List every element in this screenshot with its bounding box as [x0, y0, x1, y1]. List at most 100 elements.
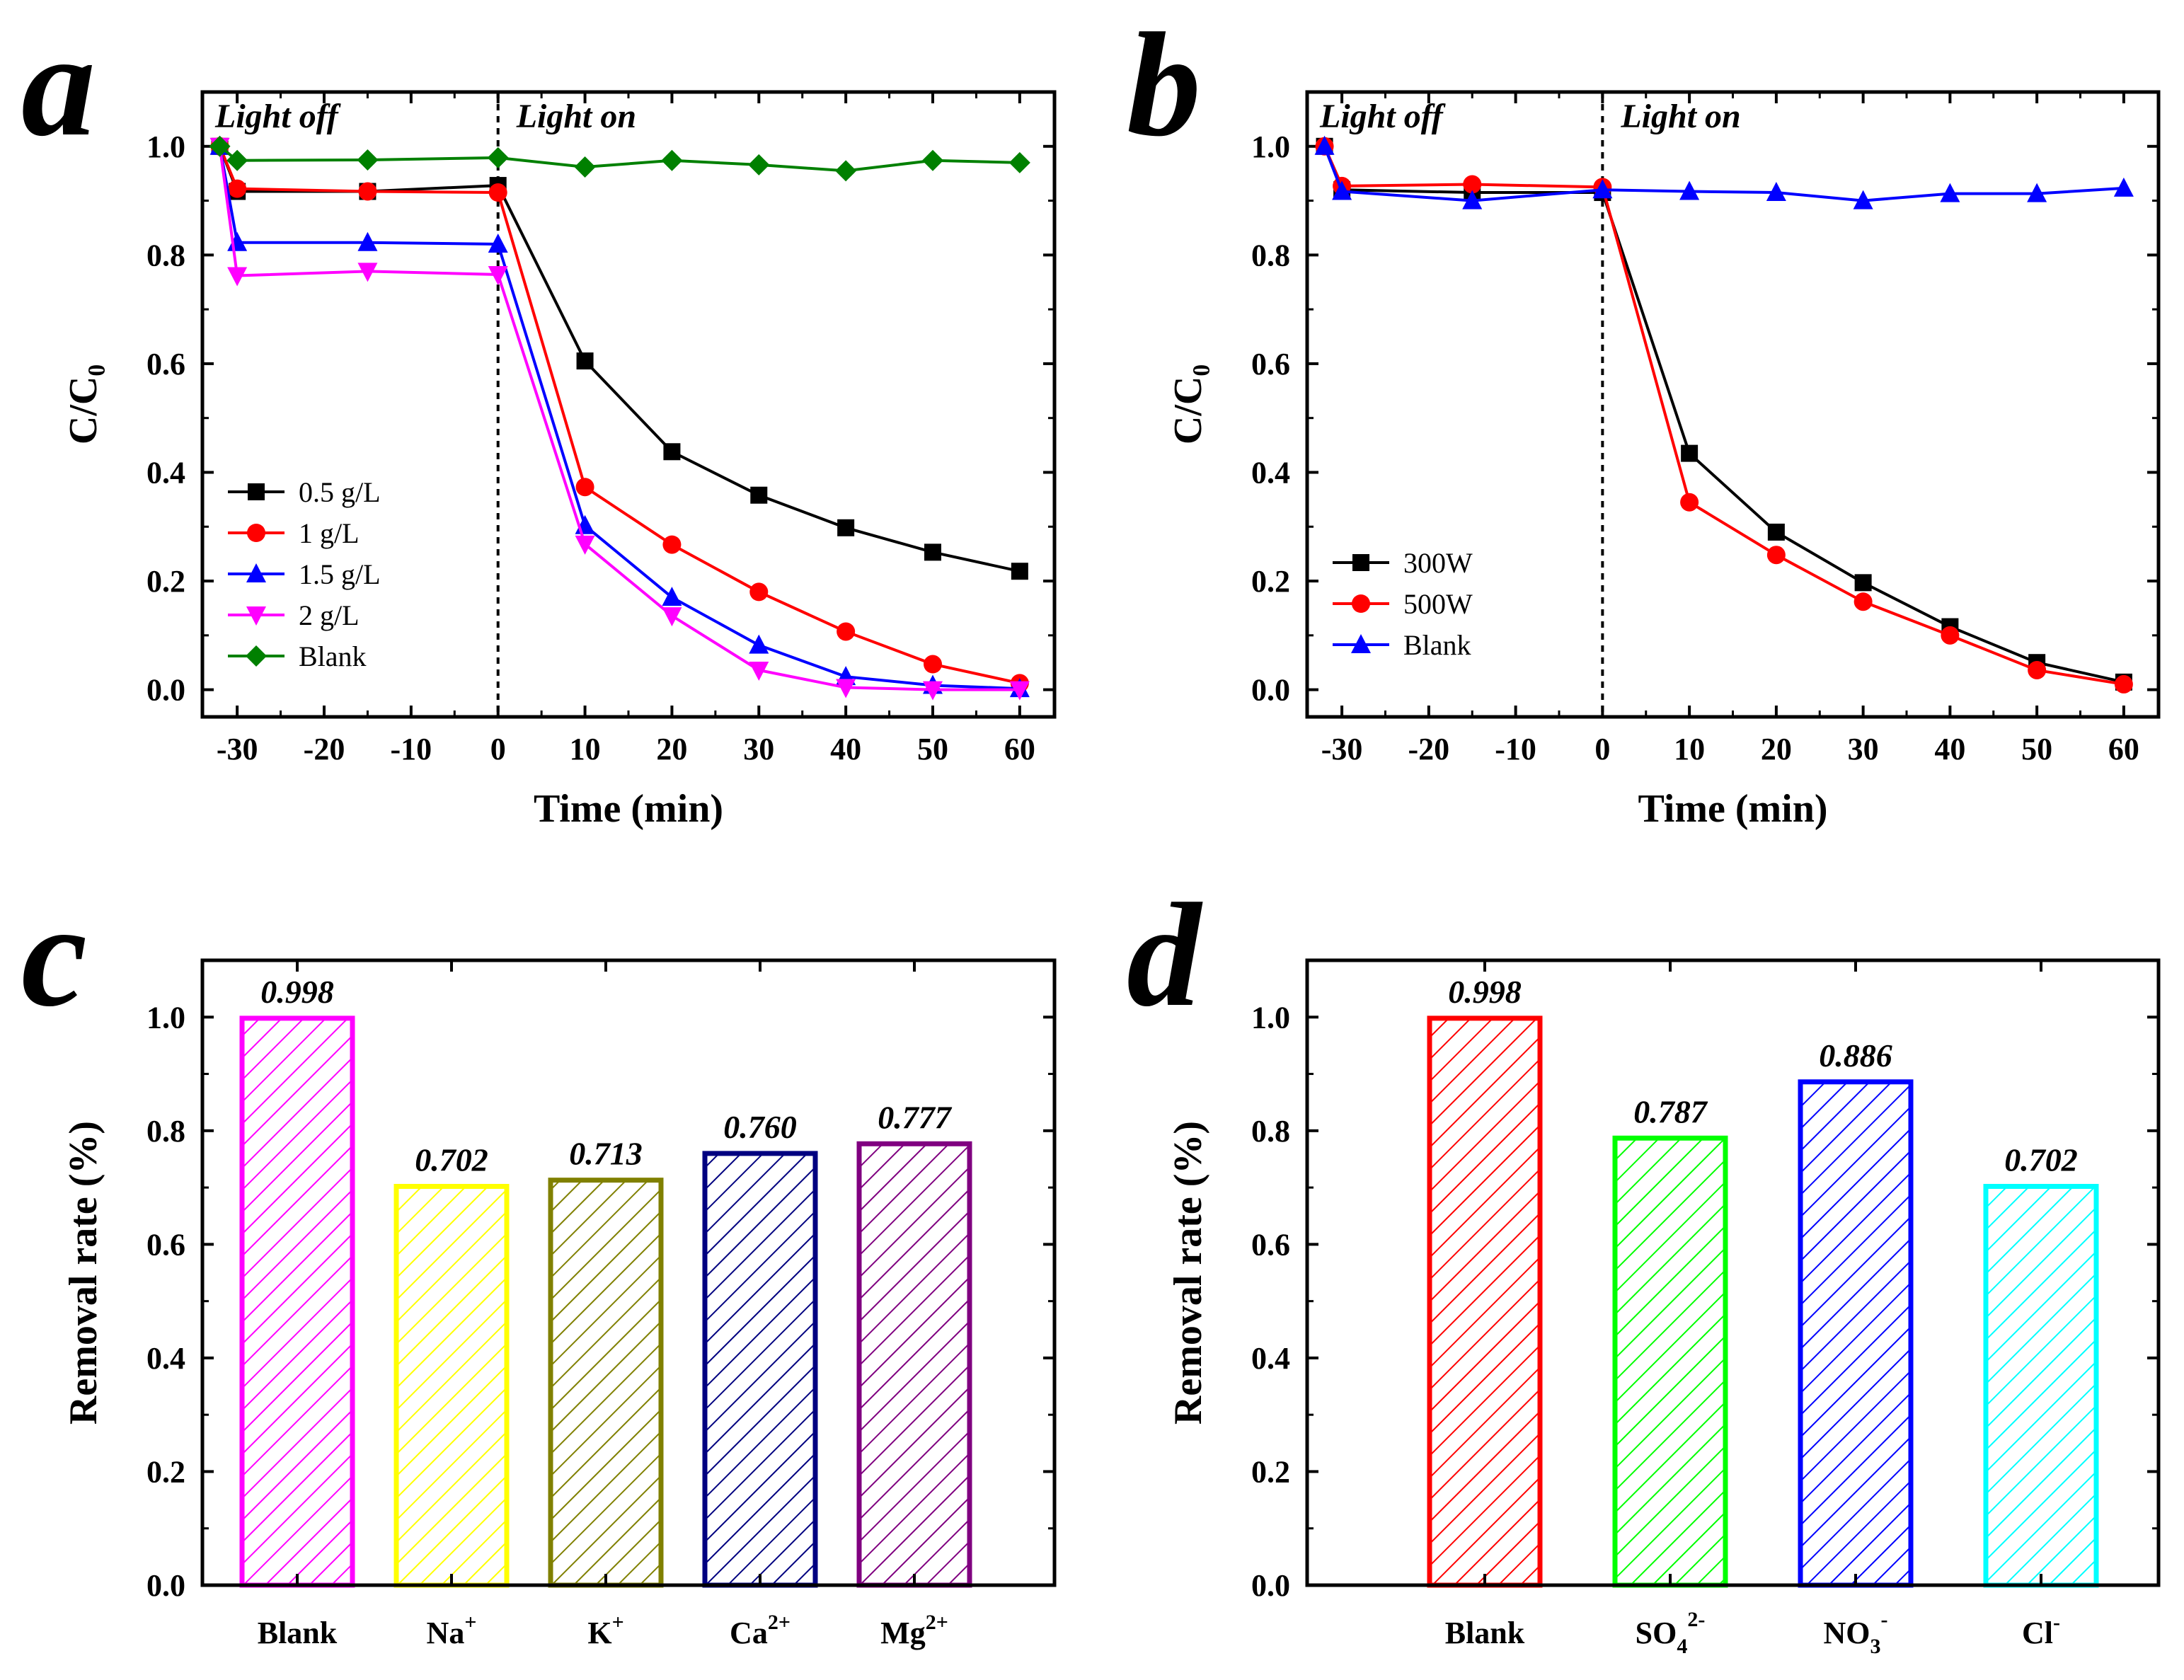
data-point-a-4 [574, 156, 596, 178]
data-point-b-2 [1940, 183, 1960, 202]
data-point-b-1 [1463, 175, 1482, 194]
phase-label-light-off-a: Light off [214, 98, 341, 135]
x-tick-label-b: -20 [1408, 732, 1450, 766]
x-tick-label-a: 30 [743, 732, 774, 766]
data-point-a-1 [575, 478, 594, 497]
y-tick-label-a: 0.2 [146, 564, 185, 599]
data-point-a-4 [487, 146, 509, 168]
data-point-a-0 [924, 543, 941, 561]
plot-frame-d [1305, 958, 2161, 1587]
legend-label-a: 0.5 g/L [299, 476, 381, 508]
legend-marker-b [1351, 634, 1371, 653]
series-line-b-1 [1323, 145, 2125, 686]
data-point-a-4 [357, 149, 379, 171]
bar-d-1 [1612, 1135, 1728, 1588]
x-tick-label-b: 50 [2021, 732, 2052, 766]
data-point-b-2 [1462, 190, 1483, 209]
bar-c-3 [702, 1151, 818, 1588]
y-tick-label-b: 0.6 [1251, 347, 1290, 381]
panel-letter-d: d [1127, 873, 1203, 1037]
legend-label-b: 500W [1403, 588, 1473, 620]
x-tick-label-b: 30 [1848, 732, 1879, 766]
legend-label-a: 2 g/L [299, 599, 360, 631]
plot-frame-c [200, 958, 1057, 1587]
legend-marker-a [246, 563, 266, 582]
data-point-a-2 [357, 231, 378, 251]
legend-label-a: 1 g/L [299, 517, 360, 549]
y-axis-title-b: C/C₀ [1166, 364, 1210, 444]
data-point-a-4 [748, 154, 770, 176]
y-tick-label-a: 1.0 [146, 130, 185, 164]
data-point-a-1 [924, 655, 942, 674]
panel-letter-b: b [1127, 3, 1201, 167]
y-axis-title-d: Removal rate (%) [1166, 1121, 1210, 1425]
y-tick-label-a: 0.8 [146, 238, 185, 272]
category-label-d: Blank [1445, 1616, 1525, 1650]
data-point-a-4 [226, 149, 248, 171]
series-line-b-0 [1323, 146, 2125, 684]
plot-frame-a [200, 90, 1057, 719]
series-line-b-2 [1323, 146, 2125, 202]
x-tick-label-a: 60 [1004, 732, 1035, 766]
x-tick-label-a: 0 [490, 732, 506, 766]
y-tick-label-a: 0.0 [146, 673, 185, 708]
category-label-c: Na+ [427, 1611, 477, 1650]
series-line-a-4 [219, 145, 1020, 173]
bar-d-2 [1798, 1079, 1914, 1588]
data-point-a-1 [358, 182, 377, 201]
data-point-a-0 [750, 486, 768, 504]
bar-value-label-c: 0.998 [260, 974, 334, 1010]
phase-label-light-on-b: Light on [1620, 98, 1740, 135]
x-tick-label-a: -10 [391, 732, 432, 766]
y-axis-title-a: C/C₀ [62, 364, 105, 444]
y-tick-label-c: 0.4 [146, 1341, 185, 1376]
data-point-b-2 [1332, 180, 1352, 200]
y-tick-label-a: 0.4 [146, 455, 185, 490]
data-point-b-0 [1767, 523, 1785, 541]
category-label-c: K+ [587, 1611, 623, 1650]
data-point-b-1 [2114, 674, 2133, 694]
x-tick-label-b: -10 [1495, 732, 1536, 766]
data-point-a-4 [835, 160, 857, 182]
data-point-a-1 [662, 535, 682, 554]
data-point-a-0 [1011, 563, 1028, 580]
category-label-d: NO3- [1824, 1608, 1888, 1658]
y-tick-label-d: 0.2 [1251, 1454, 1290, 1489]
data-point-a-0 [663, 443, 681, 461]
legend-marker-b [1352, 554, 1369, 571]
category-label-c: Ca2+ [730, 1611, 791, 1650]
data-point-b-0 [1681, 444, 1699, 462]
y-tick-label-d: 1.0 [1251, 1000, 1290, 1035]
y-tick-label-d: 0.0 [1251, 1568, 1290, 1603]
data-point-a-2 [662, 587, 682, 606]
data-point-a-1 [488, 183, 507, 202]
phase-label-light-on-a: Light on [516, 98, 636, 135]
legend-marker-b [1352, 594, 1370, 613]
bar-value-label-c: 0.702 [415, 1141, 488, 1178]
bar-c-1 [393, 1183, 510, 1588]
data-point-b-1 [2028, 660, 2047, 679]
data-point-a-3 [749, 661, 769, 681]
data-point-b-1 [1680, 493, 1699, 512]
plot-frame-b [1305, 90, 2161, 719]
bar-c-2 [548, 1178, 664, 1588]
data-point-b-1 [1853, 592, 1873, 611]
y-tick-label-d: 0.6 [1251, 1227, 1290, 1262]
bar-d-0 [1427, 1016, 1543, 1588]
data-point-a-1 [837, 622, 856, 641]
bar-value-label-d: 0.702 [2004, 1141, 2078, 1178]
data-point-b-1 [1941, 626, 1960, 645]
data-point-a-3 [836, 679, 856, 698]
data-point-a-0 [576, 352, 594, 370]
y-tick-label-b: 0.0 [1251, 673, 1290, 708]
data-point-a-4 [1008, 151, 1030, 173]
y-tick-label-c: 0.0 [146, 1568, 185, 1603]
data-point-b-2 [2027, 183, 2047, 202]
series-line-a-2 [218, 146, 1020, 691]
data-point-a-4 [209, 135, 231, 157]
bar-value-label-d: 0.886 [1819, 1037, 1892, 1074]
data-point-a-4 [922, 149, 943, 171]
legend-marker-a [246, 606, 266, 626]
data-point-b-2 [1314, 135, 1335, 155]
